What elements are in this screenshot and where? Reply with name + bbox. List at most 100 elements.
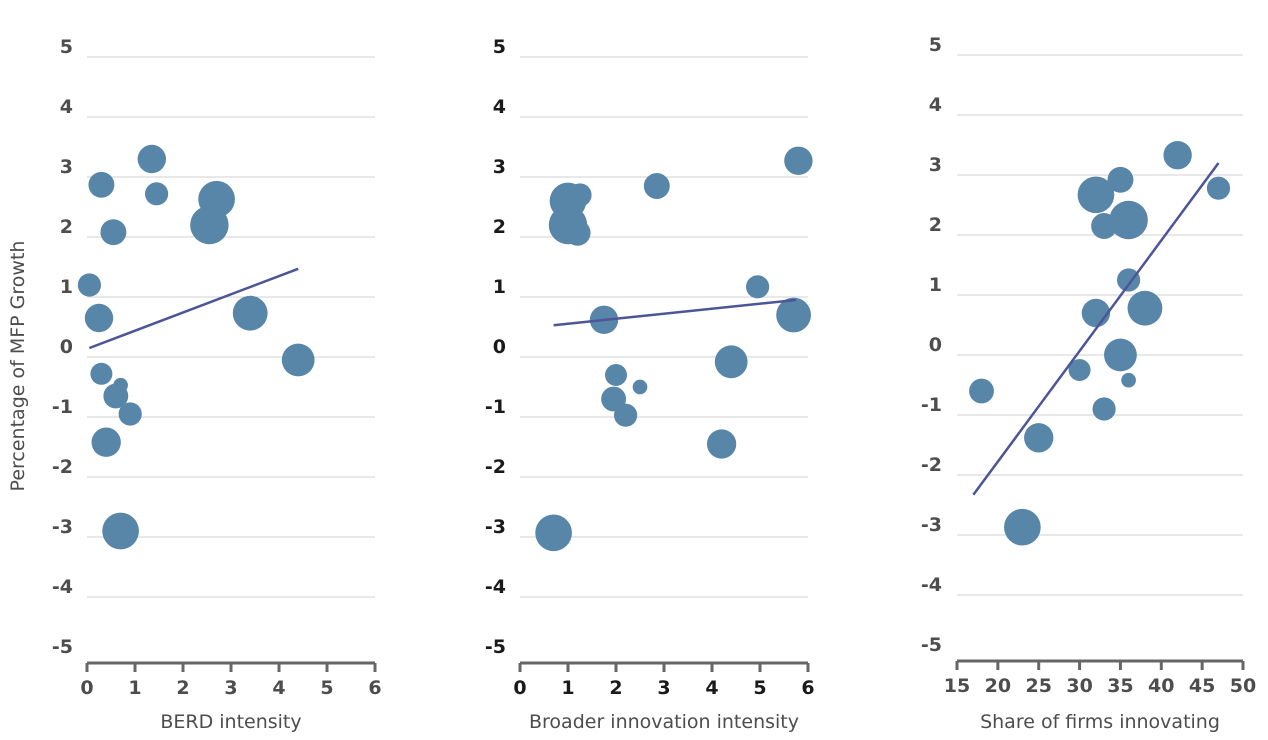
bubble-point <box>1091 213 1118 239</box>
bubble-point <box>706 429 737 459</box>
y-tick-label: -1 <box>921 394 942 416</box>
x-tick-label: 25 <box>1025 675 1051 697</box>
y-tick-label: -3 <box>52 516 73 538</box>
x-tick-label: 2 <box>176 677 189 699</box>
y-tick-label: 4 <box>60 96 73 118</box>
y-tick-label: -5 <box>485 636 506 658</box>
x-tick-label: 5 <box>753 677 766 699</box>
bubble-point <box>564 219 591 246</box>
y-tick-label: 3 <box>929 154 942 176</box>
y-tick-label: 4 <box>929 94 942 116</box>
bubble-point <box>77 273 101 297</box>
y-tick-label: 0 <box>60 336 73 358</box>
x-tick-label: 4 <box>272 677 285 699</box>
x-tick-label: 3 <box>224 677 237 699</box>
bubble-point <box>1068 358 1091 382</box>
bubble-point <box>103 383 129 409</box>
bubble-point <box>969 378 994 404</box>
bubble-point <box>535 514 572 552</box>
bubble-point <box>1077 176 1115 214</box>
trend-line <box>553 298 797 327</box>
x-tick-label: 30 <box>1066 675 1092 697</box>
x-tick-label: 4 <box>705 677 718 699</box>
x-axis-title: BERD intensity <box>160 711 301 733</box>
bubble-point <box>1109 200 1148 240</box>
x-tick-label: 45 <box>1189 675 1215 697</box>
x-tick-label: 6 <box>368 677 381 699</box>
panel-3: 5 4 3 2 1 0 -1 -2 -3 -4 -515 20 25 30 35 40 45 50 Share of… <box>921 34 1256 733</box>
bubble-point <box>232 295 268 331</box>
bubble-point <box>88 171 115 198</box>
y-tick-label: -2 <box>485 456 506 478</box>
y-tick-label: 1 <box>60 276 73 298</box>
x-tick-label: 6 <box>801 677 814 699</box>
trend-line <box>88 267 299 350</box>
bubble-point <box>1004 508 1041 546</box>
bubble-point <box>784 146 813 176</box>
x-tick-label: 0 <box>513 677 526 699</box>
bubble-point <box>1163 140 1192 170</box>
y-tick-label: 2 <box>929 214 942 236</box>
bubble-point <box>145 182 169 206</box>
y-tick-label: 5 <box>929 34 942 56</box>
y-tick-label: -2 <box>921 454 942 476</box>
x-tick-label: 35 <box>1107 675 1133 697</box>
y-tick-label: 0 <box>493 336 506 358</box>
y-tick-label: -1 <box>485 396 506 418</box>
x-tick-label: 15 <box>944 675 970 697</box>
x-axis-title: Broader innovation intensity <box>529 711 799 733</box>
y-tick-label: 5 <box>60 36 73 58</box>
y-tick-label: 3 <box>493 156 506 178</box>
bubble-point <box>100 219 127 246</box>
bubble-point <box>614 403 638 427</box>
y-tick-label: -5 <box>921 634 942 656</box>
y-tick-label: 2 <box>60 216 73 238</box>
bubble-point <box>84 303 114 333</box>
bubble-point <box>746 275 770 299</box>
y-tick-label: 1 <box>493 276 506 298</box>
bubble-point <box>190 205 229 245</box>
y-tick-label: -4 <box>921 574 942 596</box>
bubble-point <box>1206 176 1231 200</box>
y-tick-label: -5 <box>52 636 73 658</box>
y-tick-label: -4 <box>52 576 73 598</box>
x-axis-title: Share of firms innovating <box>980 711 1220 733</box>
x-tick-label: 40 <box>1148 675 1174 697</box>
y-tick-label: 2 <box>493 216 506 238</box>
x-tick-label: 20 <box>985 675 1011 697</box>
bubble-point <box>632 379 648 395</box>
x-tick-label: 50 <box>1230 675 1256 697</box>
bubble-point <box>281 343 315 377</box>
y-tick-label: 3 <box>60 156 73 178</box>
x-tick-label: 5 <box>320 677 333 699</box>
y-tick-label: -4 <box>485 576 506 598</box>
bubble-point <box>714 345 748 379</box>
bubble-point <box>1092 397 1116 421</box>
y-axis-title: Percentage of MFP Growth <box>7 241 29 492</box>
bubble-point <box>1081 298 1111 328</box>
y-tick-label: -2 <box>52 456 73 478</box>
bubble-point <box>1117 268 1141 292</box>
bubble-point <box>568 183 592 207</box>
bubble-point <box>137 144 167 174</box>
bubble-point <box>90 362 113 385</box>
bubble-point <box>91 427 121 457</box>
x-tick-label: 1 <box>128 677 141 699</box>
bubble-point <box>1024 423 1054 453</box>
bubble-point <box>604 363 628 387</box>
bubble-point <box>1127 290 1163 326</box>
bubble-point <box>1104 338 1137 372</box>
trend-line <box>972 162 1220 496</box>
bubble-point <box>776 297 811 333</box>
bubble-point <box>1121 372 1136 388</box>
y-tick-label: -1 <box>52 396 73 418</box>
bubble-point <box>643 173 670 199</box>
y-tick-label: -3 <box>921 514 942 536</box>
y-tick-label: -3 <box>485 516 506 538</box>
y-tick-label: 5 <box>493 36 506 58</box>
panel-1: 5 4 3 2 1 0 -1 -2 -3 -4 -5 0 1 2 3 4 5 6 BERD intensity <box>52 36 382 733</box>
x-tick-label: 3 <box>657 677 670 699</box>
x-tick-label: 2 <box>609 677 622 699</box>
